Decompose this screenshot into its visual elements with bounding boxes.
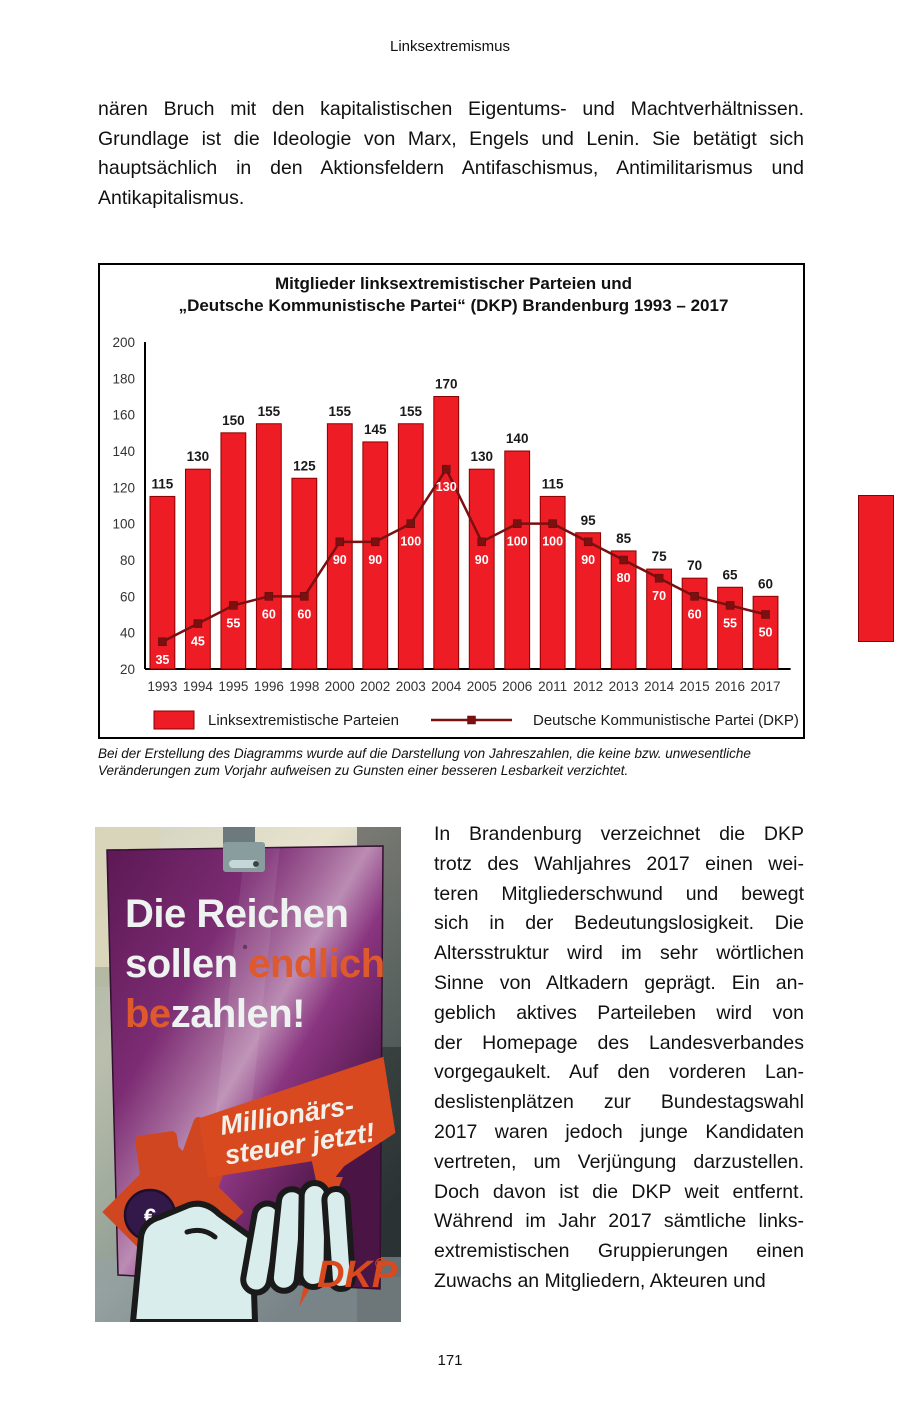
svg-text:70: 70	[652, 589, 666, 603]
svg-text:1994: 1994	[183, 679, 214, 694]
svg-text:150: 150	[222, 413, 245, 428]
svg-text:2012: 2012	[573, 679, 603, 694]
svg-text:155: 155	[399, 404, 422, 419]
svg-text:60: 60	[262, 607, 276, 621]
svg-text:90: 90	[581, 553, 595, 567]
svg-text:2000: 2000	[325, 679, 355, 694]
svg-text:100: 100	[542, 535, 563, 549]
svg-text:155: 155	[329, 404, 352, 419]
svg-text:2006: 2006	[502, 679, 532, 694]
svg-text:80: 80	[120, 553, 135, 568]
svg-text:95: 95	[581, 513, 597, 528]
svg-text:sollen endlich: sollen endlich	[125, 942, 385, 986]
svg-text:2013: 2013	[609, 679, 639, 694]
svg-text:2003: 2003	[396, 679, 426, 694]
svg-text:140: 140	[112, 444, 135, 459]
svg-text:2002: 2002	[360, 679, 390, 694]
svg-text:70: 70	[687, 558, 702, 573]
svg-text:145: 145	[364, 422, 387, 437]
svg-text:50: 50	[759, 626, 773, 640]
svg-text:45: 45	[191, 635, 205, 649]
svg-text:®: ®	[375, 1256, 387, 1273]
svg-text:Deutsche Kommunistische Partei: Deutsche Kommunistische Partei (DKP)	[533, 712, 799, 729]
svg-text:2016: 2016	[715, 679, 745, 694]
svg-text:120: 120	[112, 480, 135, 495]
svg-text:60: 60	[120, 589, 135, 604]
svg-text:2011: 2011	[538, 679, 567, 694]
svg-text:60: 60	[688, 607, 702, 621]
svg-text:90: 90	[333, 553, 347, 567]
svg-text:2005: 2005	[467, 679, 497, 694]
svg-text:130: 130	[470, 449, 493, 464]
svg-text:130: 130	[187, 449, 210, 464]
svg-text:2015: 2015	[680, 679, 710, 694]
svg-text:2017: 2017	[751, 679, 781, 694]
svg-text:200: 200	[112, 335, 135, 350]
svg-text:140: 140	[506, 431, 529, 446]
svg-text:75: 75	[652, 549, 668, 564]
svg-text:180: 180	[112, 371, 135, 386]
svg-text:115: 115	[152, 476, 174, 491]
svg-text:40: 40	[120, 626, 135, 641]
svg-text:60: 60	[758, 576, 773, 591]
svg-text:170: 170	[435, 377, 458, 392]
svg-text:1995: 1995	[218, 679, 248, 694]
svg-text:100: 100	[400, 535, 421, 549]
svg-text:155: 155	[258, 404, 281, 419]
svg-text:100: 100	[112, 517, 135, 532]
svg-text:65: 65	[723, 567, 739, 582]
svg-text:85: 85	[616, 531, 632, 546]
svg-text:1998: 1998	[289, 679, 319, 694]
svg-text:90: 90	[475, 553, 489, 567]
svg-text:160: 160	[112, 408, 135, 423]
svg-text:Linksextremistische Parteien: Linksextremistische Parteien	[208, 712, 399, 729]
svg-text:60: 60	[297, 607, 311, 621]
svg-text:bezahlen!: bezahlen!	[125, 992, 305, 1036]
svg-text:55: 55	[723, 616, 737, 630]
svg-text:115: 115	[542, 476, 564, 491]
svg-text:1993: 1993	[147, 679, 177, 694]
svg-text:80: 80	[617, 571, 631, 585]
svg-text:130: 130	[436, 480, 457, 494]
svg-text:35: 35	[155, 653, 169, 667]
svg-text:1996: 1996	[254, 679, 284, 694]
svg-text:100: 100	[507, 535, 528, 549]
svg-text:125: 125	[293, 458, 316, 473]
svg-text:55: 55	[226, 616, 240, 630]
svg-text:2014: 2014	[644, 679, 675, 694]
svg-text:Die Reichen: Die Reichen	[125, 892, 348, 936]
svg-text:20: 20	[120, 662, 135, 677]
svg-text:2004: 2004	[431, 679, 462, 694]
svg-text:90: 90	[368, 553, 382, 567]
